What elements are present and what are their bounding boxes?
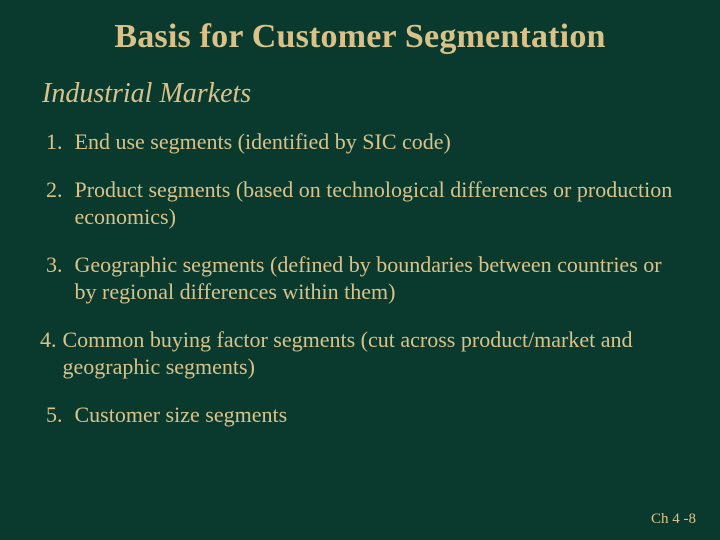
list-item-text: End use segments (identified by SIC code… xyxy=(69,128,681,156)
list-item-number: 5. xyxy=(40,401,69,429)
slide-subtitle: Industrial Markets xyxy=(42,78,680,110)
list-item: 2. Product segments (based on technologi… xyxy=(40,176,680,231)
list-item-number: 3. xyxy=(40,251,69,306)
slide-footer: Ch 4 -8 xyxy=(651,511,696,528)
list-item: 3. Geographic segments (defined by bound… xyxy=(40,251,680,306)
slide: Basis for Customer Segmentation Industri… xyxy=(0,0,720,540)
list-item-text: Product segments (based on technological… xyxy=(69,176,681,231)
list-item-text: Common buying factor segments (cut acros… xyxy=(63,326,681,381)
list: 1. End use segments (identified by SIC c… xyxy=(40,128,680,428)
list-item-number: 2. xyxy=(40,176,69,231)
list-item: 4. Common buying factor segments (cut ac… xyxy=(40,326,680,381)
slide-title: Basis for Customer Segmentation xyxy=(40,18,680,56)
list-item-text: Customer size segments xyxy=(69,401,681,429)
list-item-number: 4. xyxy=(40,326,63,381)
list-item-number: 1. xyxy=(40,128,69,156)
list-item: 5. Customer size segments xyxy=(40,401,680,429)
list-item-text: Geographic segments (defined by boundari… xyxy=(69,251,681,306)
list-item: 1. End use segments (identified by SIC c… xyxy=(40,128,680,156)
